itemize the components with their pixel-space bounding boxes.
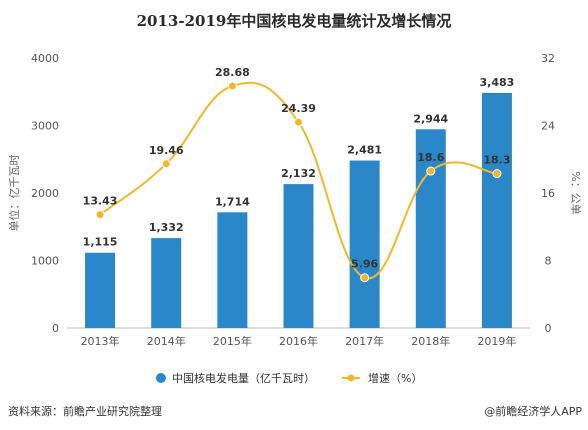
y-left-tick-label: 4000 xyxy=(31,52,59,65)
x-tick-label: 2018年 xyxy=(411,334,450,348)
y-axis-right-ticks: 0 8 16 24 32 xyxy=(541,52,555,335)
bar xyxy=(283,184,314,328)
x-tick-label: 2017年 xyxy=(345,334,384,348)
y-left-tick-label: 2000 xyxy=(31,187,59,200)
y-right-tick-label: 32 xyxy=(541,52,555,65)
x-axis-ticks: 2013年 2014年 2015年 2016年 2017年 2018年 2019年 xyxy=(81,334,517,348)
bar-value-label: 1,332 xyxy=(149,221,184,234)
bar xyxy=(217,212,248,328)
y-left-tick-label: 1000 xyxy=(31,255,59,268)
legend: 中国核电发电量（亿千瓦时） 增速（%） xyxy=(156,371,422,385)
growth-value-label: 5.96 xyxy=(351,258,378,271)
legend-label-bar: 中国核电发电量（亿千瓦时） xyxy=(172,371,315,385)
bar-value-label: 3,483 xyxy=(480,76,515,89)
bar xyxy=(415,129,446,328)
legend-marker-line-dot xyxy=(347,374,355,382)
growth-point xyxy=(360,273,370,283)
growth-line: 13.43 19.46 28.68 24.39 5.96 18.6 18.3 xyxy=(83,66,510,283)
y-axis-left-title: 单位：亿千瓦时 xyxy=(7,155,21,232)
growth-value-label: 13.43 xyxy=(83,195,118,208)
growth-value-label: 18.6 xyxy=(417,151,444,164)
bar-value-label: 2,132 xyxy=(281,167,316,180)
y-right-tick-label: 8 xyxy=(545,255,552,268)
y-axis-right-title: %：公单 xyxy=(569,171,582,214)
y-left-tick-label: 3000 xyxy=(31,120,59,133)
y-right-tick-label: 24 xyxy=(541,120,555,133)
legend-marker-bar xyxy=(156,373,166,383)
bar xyxy=(349,160,380,328)
bar-value-label: 2,481 xyxy=(347,144,382,157)
x-tick-label: 2015年 xyxy=(213,334,252,348)
x-tick-label: 2019年 xyxy=(477,334,516,348)
growth-value-label: 18.3 xyxy=(483,154,510,167)
bar xyxy=(481,92,512,329)
growth-point xyxy=(95,210,105,220)
bar-labels: 1,115 1,332 1,714 2,132 2,481 2,944 3,483 xyxy=(83,76,515,249)
bar-value-label: 1,115 xyxy=(83,236,118,249)
source-note: 资料来源：前瞻产业研究院整理 xyxy=(8,404,162,418)
legend-label-line: 增速（%） xyxy=(368,371,422,385)
chart-title: 2013-2019年中国核电发电量统计及增长情况 xyxy=(137,12,452,30)
growth-point xyxy=(426,166,436,176)
bar-value-label: 2,944 xyxy=(413,112,448,125)
x-tick-label: 2013年 xyxy=(81,334,120,348)
brand-label: @前瞻经济学人APP xyxy=(484,404,582,418)
y-right-tick-label: 0 xyxy=(545,322,552,335)
y-axis-left-ticks: 0 1000 2000 3000 4000 xyxy=(31,52,59,335)
growth-point xyxy=(227,81,237,91)
bar-value-label: 1,714 xyxy=(215,195,250,208)
growth-value-label: 28.68 xyxy=(215,66,250,79)
growth-point xyxy=(492,169,502,179)
x-tick-label: 2016年 xyxy=(279,334,318,348)
y-left-tick-label: 0 xyxy=(52,322,59,335)
bar xyxy=(151,238,182,328)
growth-value-label: 24.39 xyxy=(281,102,316,115)
growth-point xyxy=(294,117,303,127)
bars xyxy=(85,92,512,329)
y-right-tick-label: 16 xyxy=(541,187,555,200)
bar xyxy=(85,252,116,328)
growth-value-label: 19.46 xyxy=(149,144,184,157)
x-tick-label: 2014年 xyxy=(147,334,186,348)
growth-point xyxy=(161,159,171,169)
